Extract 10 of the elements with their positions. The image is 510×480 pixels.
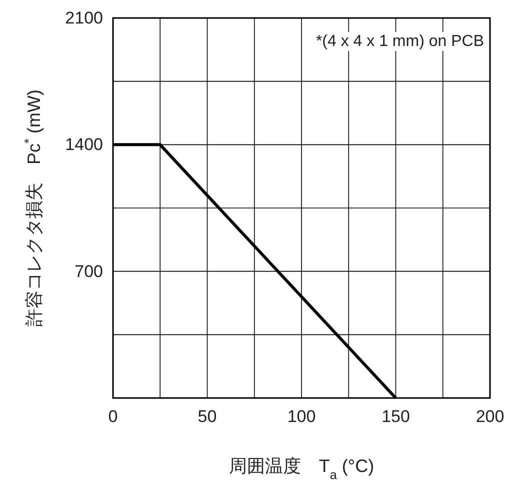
x-tick-label: 0 [108, 407, 118, 426]
y-tick-label: 1400 [65, 135, 103, 154]
x-tick-label: 150 [382, 407, 410, 426]
y-tick-label: 2100 [65, 8, 103, 28]
x-tick-label: 50 [198, 407, 217, 426]
x-tick-label: 200 [476, 407, 504, 426]
y-tick-label: 700 [74, 262, 103, 281]
annotation: *(4 x 4 x 1 mm) on PCB [316, 33, 484, 50]
x-axis-title: 周囲温度 T$_{a}$ (°C) [228, 456, 374, 480]
x-tick-label: 100 [287, 407, 316, 426]
